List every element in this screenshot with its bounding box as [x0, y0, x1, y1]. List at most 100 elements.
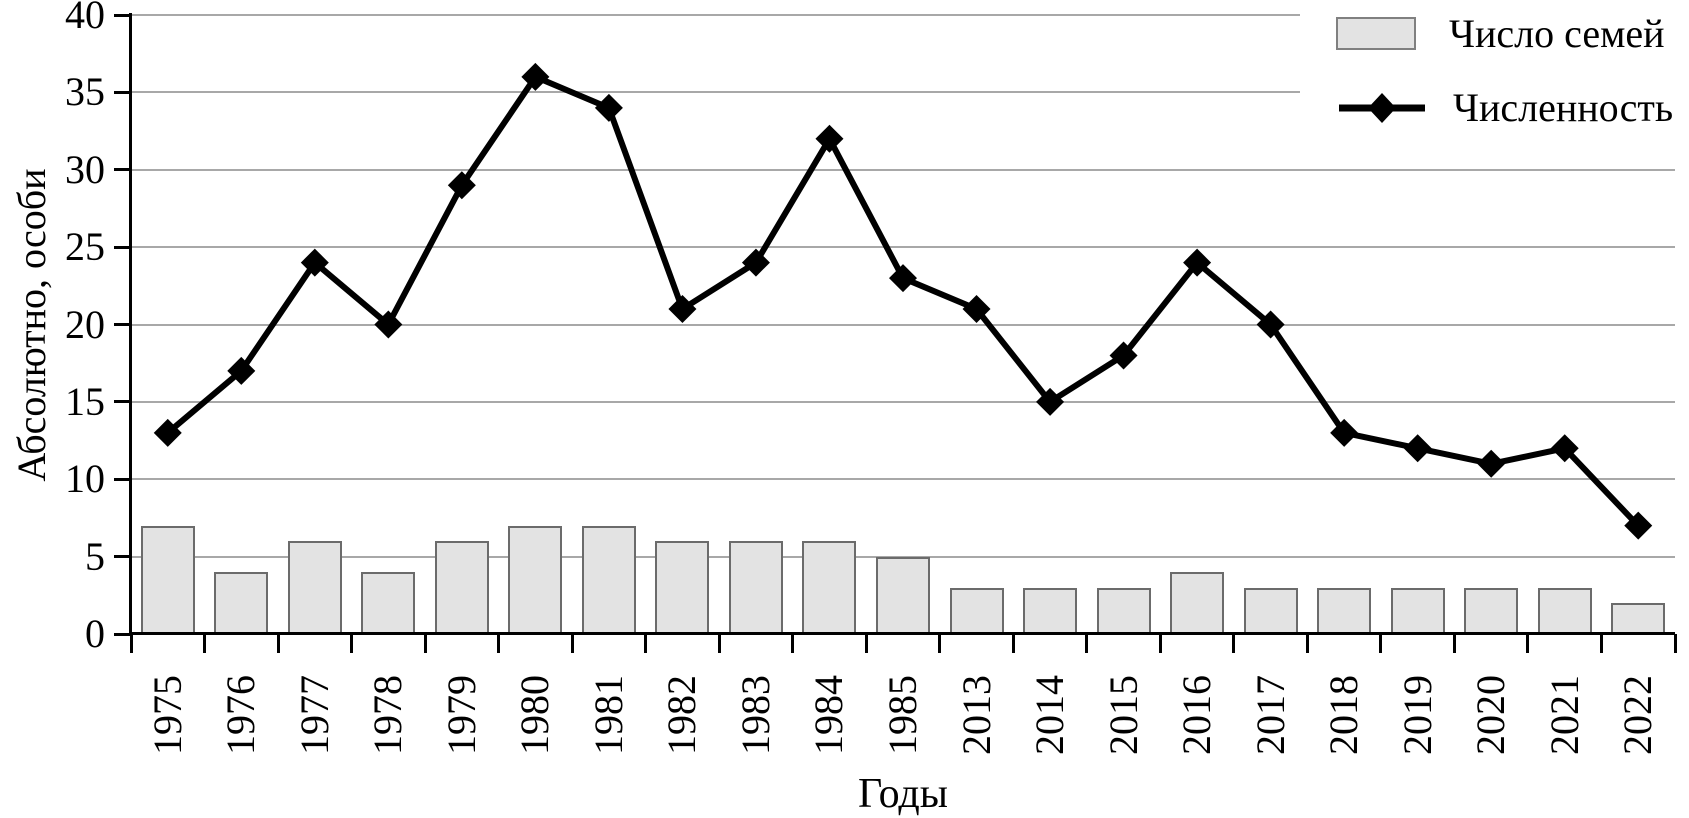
bar-1984 [802, 541, 857, 634]
x-axis-line [131, 632, 1675, 635]
data-point-2016 [1183, 248, 1212, 277]
y-axis-title: Абсолютно, особи [9, 168, 54, 482]
x-axis-tick [1305, 634, 1309, 653]
bar-2019 [1390, 587, 1445, 634]
x-axis-title: Годы [858, 771, 948, 817]
x-axis-tick [1158, 634, 1162, 653]
x-axis-tick [1599, 634, 1603, 653]
gridline [131, 14, 1675, 16]
y-tick-label: 10 [65, 456, 105, 502]
data-point-1984 [815, 124, 844, 153]
x-axis-tick [1379, 634, 1383, 653]
gridline [131, 323, 1675, 326]
data-point-2015 [1109, 341, 1138, 370]
bar-1975 [140, 525, 195, 634]
y-axis-tick [114, 13, 131, 17]
data-point-1982 [668, 295, 697, 324]
line-swatch [1339, 92, 1425, 123]
x-tick-label-2016: 2016 [1174, 675, 1220, 755]
x-tick-label-1979: 1979 [438, 675, 484, 755]
x-tick-label-1976: 1976 [218, 675, 264, 755]
bar-2018 [1317, 587, 1372, 634]
legend-item-families: Число семей [1336, 10, 1665, 57]
x-axis-tick [938, 634, 942, 653]
x-axis-tick [570, 634, 574, 653]
x-tick-label-2014: 2014 [1027, 675, 1073, 755]
gridline [131, 478, 1675, 481]
bar-1978 [361, 572, 416, 634]
x-axis-tick [350, 634, 354, 653]
gridline [131, 400, 1675, 403]
data-point-2014 [1036, 387, 1065, 416]
x-tick-label-1980: 1980 [512, 675, 558, 755]
legend-label-families: Число семей [1449, 11, 1665, 56]
x-axis-tick [1011, 634, 1015, 653]
bar-1985 [876, 556, 930, 634]
y-axis-tick [114, 245, 131, 249]
data-point-1976 [227, 356, 256, 385]
data-point-2013 [962, 295, 991, 324]
x-axis-tick [1085, 634, 1089, 653]
x-axis-tick [864, 634, 868, 653]
x-tick-label-1978: 1978 [365, 675, 411, 755]
legend-item-abundance: Численность [1336, 84, 1673, 131]
data-point-2019 [1403, 434, 1432, 463]
gridline [131, 168, 1675, 171]
x-tick-label-1983: 1983 [732, 675, 778, 755]
gridline [131, 91, 1675, 94]
y-axis-tick [114, 168, 131, 172]
x-tick-label-2019: 2019 [1394, 675, 1440, 755]
x-axis-tick [129, 634, 133, 653]
y-axis-tick [114, 400, 131, 404]
data-point-1975 [153, 418, 182, 447]
bar-2021 [1537, 587, 1592, 634]
x-tick-label-2018: 2018 [1321, 675, 1367, 755]
bar-2017 [1243, 587, 1298, 634]
x-axis-tick [644, 634, 648, 653]
x-axis-tick [497, 634, 501, 653]
y-axis-tick [114, 477, 131, 481]
bar-1976 [214, 572, 269, 634]
x-axis-tick [1452, 634, 1456, 653]
x-tick-label-2021: 2021 [1541, 675, 1587, 755]
data-point-2020 [1477, 449, 1506, 478]
data-point-1983 [741, 248, 770, 277]
bar-2016 [1170, 572, 1225, 634]
x-tick-label-1977: 1977 [291, 675, 337, 755]
data-point-1980 [521, 62, 550, 91]
bar-1983 [728, 541, 783, 634]
x-tick-label-1982: 1982 [659, 675, 705, 755]
x-tick-label-2020: 2020 [1468, 675, 1514, 755]
bar-swatch [1336, 17, 1416, 50]
y-axis-tick [114, 90, 131, 94]
x-axis-tick [1232, 634, 1236, 653]
y-tick-label: 5 [85, 533, 105, 579]
y-tick-label: 25 [65, 224, 105, 270]
data-point-2018 [1330, 418, 1359, 447]
diamond-marker-icon [1368, 92, 1396, 123]
x-axis-tick [1673, 634, 1677, 653]
x-axis-tick [1526, 634, 1530, 653]
y-tick-label: 0 [85, 611, 105, 656]
bar-2013 [949, 587, 1004, 634]
y-tick-label: 30 [65, 146, 105, 192]
x-axis-tick [717, 634, 721, 653]
bar-2014 [1023, 587, 1078, 634]
x-axis-tick [276, 634, 280, 653]
y-axis-tick [114, 632, 131, 636]
x-tick-label-2017: 2017 [1247, 675, 1293, 755]
y-tick-label: 40 [65, 0, 105, 37]
x-tick-label-1975: 1975 [144, 675, 190, 755]
x-axis-tick [203, 634, 207, 653]
bar-1980 [508, 525, 563, 634]
legend: Число семей Численность [1300, 0, 1689, 148]
x-tick-label-2022: 2022 [1615, 675, 1661, 755]
data-point-1978 [374, 310, 403, 339]
data-point-1985 [889, 264, 917, 293]
x-tick-label-1981: 1981 [585, 675, 631, 755]
data-point-2022 [1624, 511, 1653, 540]
x-tick-label-2015: 2015 [1100, 675, 1146, 755]
data-point-1981 [594, 93, 623, 122]
